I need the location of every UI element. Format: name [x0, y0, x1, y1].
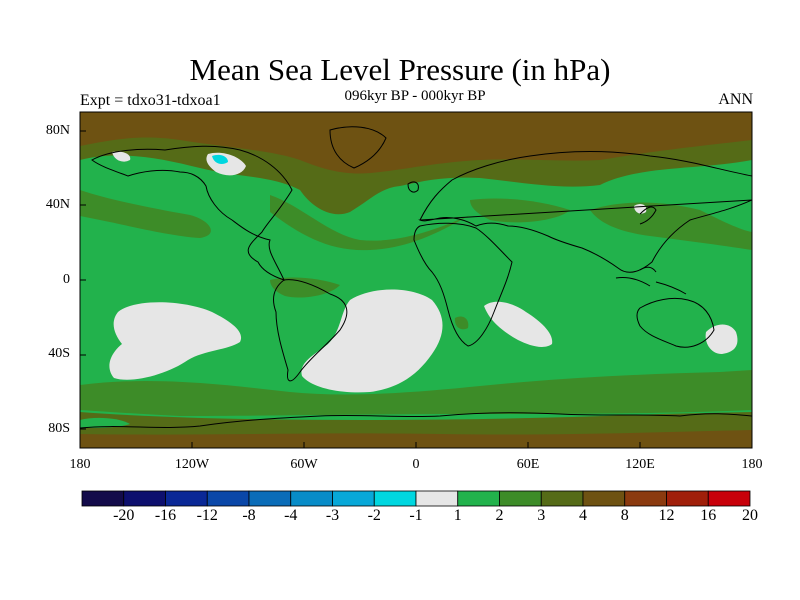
colorbar-box — [499, 490, 542, 507]
colorbar-box — [457, 490, 500, 507]
colorbar-label: -8 — [242, 507, 256, 524]
axis-ticks — [79, 130, 753, 448]
lon-label-120w: 120W — [174, 457, 210, 472]
colorbar-label: -1 — [409, 507, 423, 524]
colorbar-label: -20 — [113, 507, 135, 524]
coast-south-america — [273, 279, 348, 382]
field-north-pacific-olive — [80, 190, 211, 238]
field-africa-olive — [454, 316, 469, 330]
coast-africa — [413, 222, 513, 347]
colorbar-box — [582, 490, 626, 507]
colorbar-box — [624, 490, 667, 507]
colorbar-box — [290, 490, 333, 507]
coast-indonesia — [615, 266, 687, 295]
pressure-field — [80, 112, 752, 448]
coastlines — [80, 126, 752, 429]
colorbar-label: 3 — [537, 507, 546, 524]
lon-label-180w: 180 — [69, 457, 91, 472]
colorbar-box — [206, 490, 250, 507]
field-south-atlantic-light — [301, 289, 443, 393]
colorbar-label: -3 — [325, 507, 340, 524]
colorbar-label: -4 — [284, 507, 298, 524]
coast-greenland — [329, 126, 387, 169]
lat-label-40n: 40N — [45, 197, 70, 212]
colorbar — [81, 490, 751, 507]
colorbar-label: 8 — [620, 507, 629, 524]
colorbar-box — [81, 490, 125, 507]
colorbar-box — [373, 490, 417, 507]
coast-antarctica — [80, 412, 752, 429]
colorbar-label: 1 — [453, 507, 462, 524]
colorbar-label: 20 — [742, 507, 758, 524]
season-label: ANN — [718, 91, 753, 108]
field-tasman-light — [705, 324, 738, 354]
colorbar-label: 12 — [658, 507, 675, 524]
coast-australia — [636, 297, 715, 348]
lon-label-60w: 60W — [290, 457, 318, 472]
colorbar-label: -12 — [196, 507, 218, 524]
field-south-pacific-light — [109, 302, 242, 380]
experiment-label: Expt = tdxo31-tdxoa1 — [80, 92, 221, 109]
coast-uk — [407, 181, 419, 193]
colorbar-box — [248, 490, 292, 507]
lon-label-180e: 180 — [741, 457, 763, 472]
lon-label-120e: 120E — [625, 457, 655, 472]
lat-label-80s: 80S — [48, 421, 70, 436]
field-antarctic-brown — [80, 430, 752, 448]
coast-japan — [639, 206, 657, 225]
colorbar-label: 16 — [700, 507, 717, 524]
colorbar-label: -2 — [367, 507, 381, 524]
colorbar-box — [707, 490, 751, 507]
field-asia-olive — [590, 202, 752, 250]
colorbar-box — [332, 490, 375, 507]
colorbar-box — [666, 490, 709, 507]
colorbar-label: 2 — [495, 507, 504, 524]
colorbar-label: -16 — [154, 507, 177, 524]
colorbar-box — [540, 490, 584, 507]
field-north-atlantic-olive — [270, 195, 470, 251]
lat-label-0: 0 — [63, 272, 70, 287]
field-alaska-light — [112, 151, 131, 162]
coast-north-america — [91, 145, 293, 281]
field-ross-green — [80, 417, 130, 428]
field-arctic-brown — [80, 112, 752, 174]
lon-label-60e: 60E — [516, 457, 540, 472]
coast-eurasia — [418, 151, 752, 273]
colorbar-box — [415, 490, 459, 507]
field-hudson-cyan — [212, 154, 228, 164]
field-mideast-olive — [470, 198, 570, 223]
plot-title: Mean Sea Level Pressure (in hPa) — [189, 52, 611, 87]
lat-label-40s: 40S — [48, 346, 70, 361]
colorbar-box — [123, 490, 166, 507]
colorbar-label: 4 — [579, 507, 587, 524]
field-equatorial-pacific-olive — [270, 277, 340, 298]
lon-label-0: 0 — [412, 457, 420, 472]
lat-label-80n: 80N — [45, 123, 70, 138]
plot-subtitle: 096kyr BP - 000kyr BP — [344, 88, 486, 104]
field-indian-ocean-light — [484, 301, 553, 347]
colorbar-box — [165, 490, 208, 507]
field-southern-ocean-olive — [80, 370, 752, 416]
